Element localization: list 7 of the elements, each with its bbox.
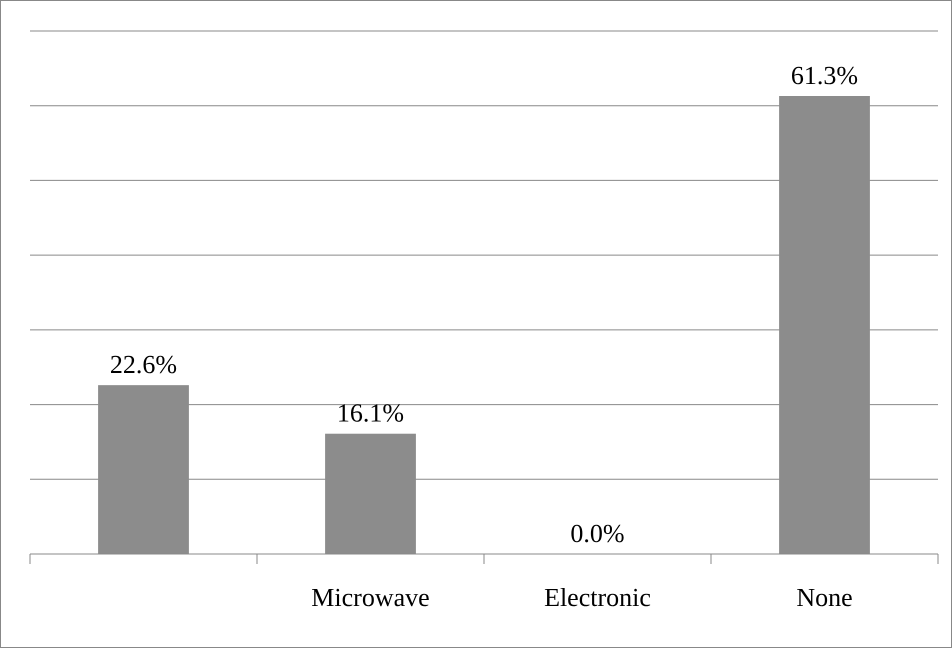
x-tick-label: Electronic bbox=[544, 583, 651, 612]
data-label: 16.1% bbox=[336, 398, 404, 428]
data-label: 61.3% bbox=[790, 61, 858, 90]
data-label: 22.6% bbox=[110, 350, 178, 380]
x-tick-label: Microwave bbox=[311, 583, 430, 612]
data-label: 0.0% bbox=[570, 519, 625, 548]
x-tick-label: None bbox=[796, 583, 853, 612]
